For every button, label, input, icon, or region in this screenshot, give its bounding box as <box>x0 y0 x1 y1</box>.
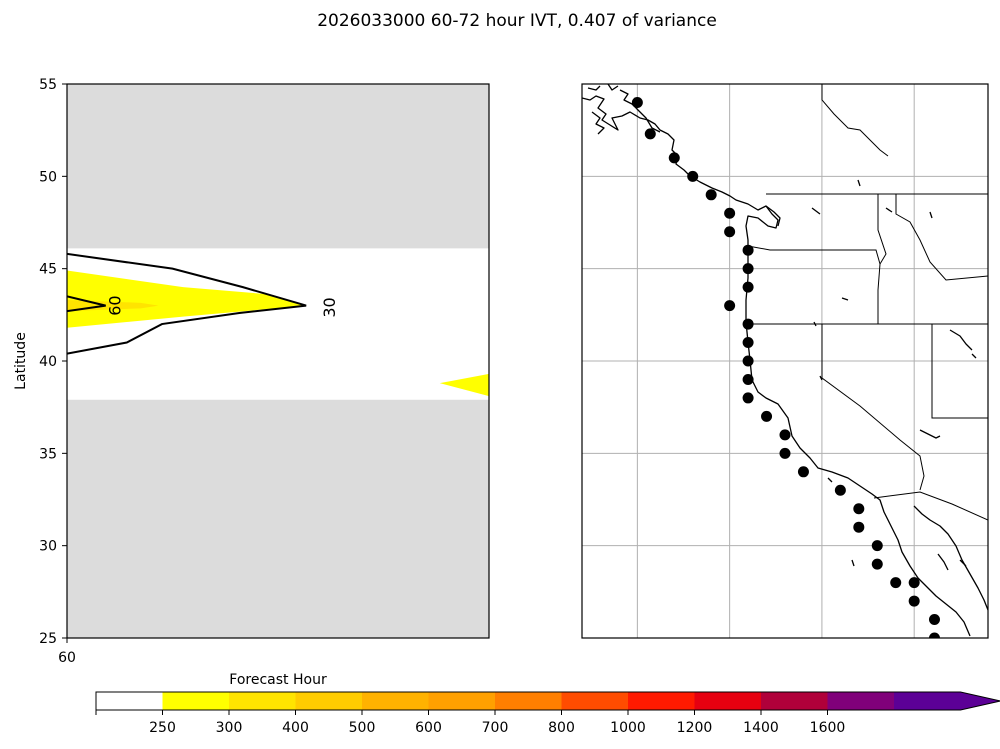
coast-point-marker <box>742 263 754 275</box>
coast-point-marker <box>742 355 754 367</box>
ivt-filled-region-250 <box>67 270 307 328</box>
coast-point-marker <box>687 170 699 182</box>
y-tick-label: 35 <box>39 446 57 462</box>
coast-point-marker <box>890 577 902 589</box>
colorbar-tick-label: 1400 <box>743 720 779 736</box>
colorbar-outline <box>95 691 1000 711</box>
coast-point-marker <box>644 128 656 140</box>
colorbar-swatch <box>827 692 895 710</box>
coast-point-marker <box>724 226 736 238</box>
colorbar-tick-label: 700 <box>482 720 509 736</box>
coast-point-marker <box>908 595 920 607</box>
colorbar-tick-label: 600 <box>415 720 442 736</box>
colorbar-swatch <box>761 692 828 710</box>
coast-point-marker <box>834 484 846 496</box>
colorbar-swatch <box>428 692 496 710</box>
coast-point-marker <box>779 429 791 441</box>
contour-line-30 <box>67 252 307 355</box>
colorbar-tick-label: 300 <box>216 720 243 736</box>
coast-point-marker <box>742 373 754 385</box>
ivt-filled-region-250 <box>439 373 489 397</box>
coast-point-marker <box>705 189 717 201</box>
colorbar-label: Forecast Hour <box>229 672 327 688</box>
coast-point-marker <box>742 281 754 293</box>
colorbar-tick-label: 400 <box>282 720 309 736</box>
y-tick-label: 50 <box>39 169 57 185</box>
colorbar-swatch <box>495 692 562 710</box>
right-plot-frame <box>581 83 989 639</box>
coast-point-marker <box>797 466 809 478</box>
colorbar-swatch <box>162 692 230 710</box>
coast-point-marker <box>908 577 920 589</box>
colorbar-swatch <box>295 692 363 710</box>
coast-point-marker <box>724 207 736 219</box>
colorbar-tick-label: 1600 <box>810 720 846 736</box>
contour-label-30: 30 <box>320 297 339 317</box>
colorbar-extend-arrow <box>894 692 1000 710</box>
y-tick-label: 45 <box>39 262 57 278</box>
map-borders <box>747 84 988 521</box>
x-tick-label: 60 <box>58 650 76 666</box>
left-panel-hovmoller: 30 60 25 30 35 40 45 50 55 60 Latitude <box>13 77 490 666</box>
masked-region <box>67 84 489 249</box>
coast-point-marker <box>668 152 680 164</box>
right-panel-map <box>581 83 989 639</box>
coast-point-marker <box>871 540 883 552</box>
colorbar: Forecast Hour 250 300 400 500 600 700 800 1000 1… <box>95 672 1000 736</box>
colorbar-tick-label: 500 <box>349 720 376 736</box>
colorbar-tick-label: 250 <box>149 720 176 736</box>
coast-point-marker <box>631 96 643 108</box>
y-tick-label: 40 <box>39 354 57 370</box>
coast-point-marker <box>928 614 940 626</box>
coast-point-marker <box>742 318 754 330</box>
figure-title: 2026033000 60-72 hour IVT, 0.407 of vari… <box>317 11 717 31</box>
coast-point-marker <box>853 503 865 515</box>
coast-point-marker <box>871 558 883 570</box>
coast-point-marker <box>742 392 754 404</box>
coast-point-marker <box>742 244 754 256</box>
coast-point-marker <box>853 521 865 533</box>
coast-point-marker <box>742 337 754 349</box>
contour-label-60: 60 <box>106 295 125 315</box>
colorbar-swatch <box>229 692 296 710</box>
contour-line-60 <box>67 295 106 313</box>
colorbar-swatch <box>694 692 762 710</box>
colorbar-swatch <box>96 692 163 710</box>
coast-point-marker <box>761 410 773 422</box>
colorbar-tick-label: 1000 <box>610 720 646 736</box>
coast-point-marker <box>724 300 736 312</box>
colorbar-swatch <box>362 692 429 710</box>
masked-region <box>67 399 489 638</box>
colorbar-tick-label: 800 <box>548 720 575 736</box>
y-tick-label: 30 <box>39 539 57 555</box>
y-tick-label: 25 <box>39 631 57 647</box>
colorbar-swatch <box>561 692 629 710</box>
coast-point-marker <box>779 447 791 459</box>
y-tick-label: 55 <box>39 77 57 93</box>
coast-point-marker <box>928 632 940 638</box>
y-axis-label: Latitude <box>13 332 29 390</box>
colorbar-tick-label: 1200 <box>677 720 713 736</box>
colorbar-swatch <box>628 692 695 710</box>
